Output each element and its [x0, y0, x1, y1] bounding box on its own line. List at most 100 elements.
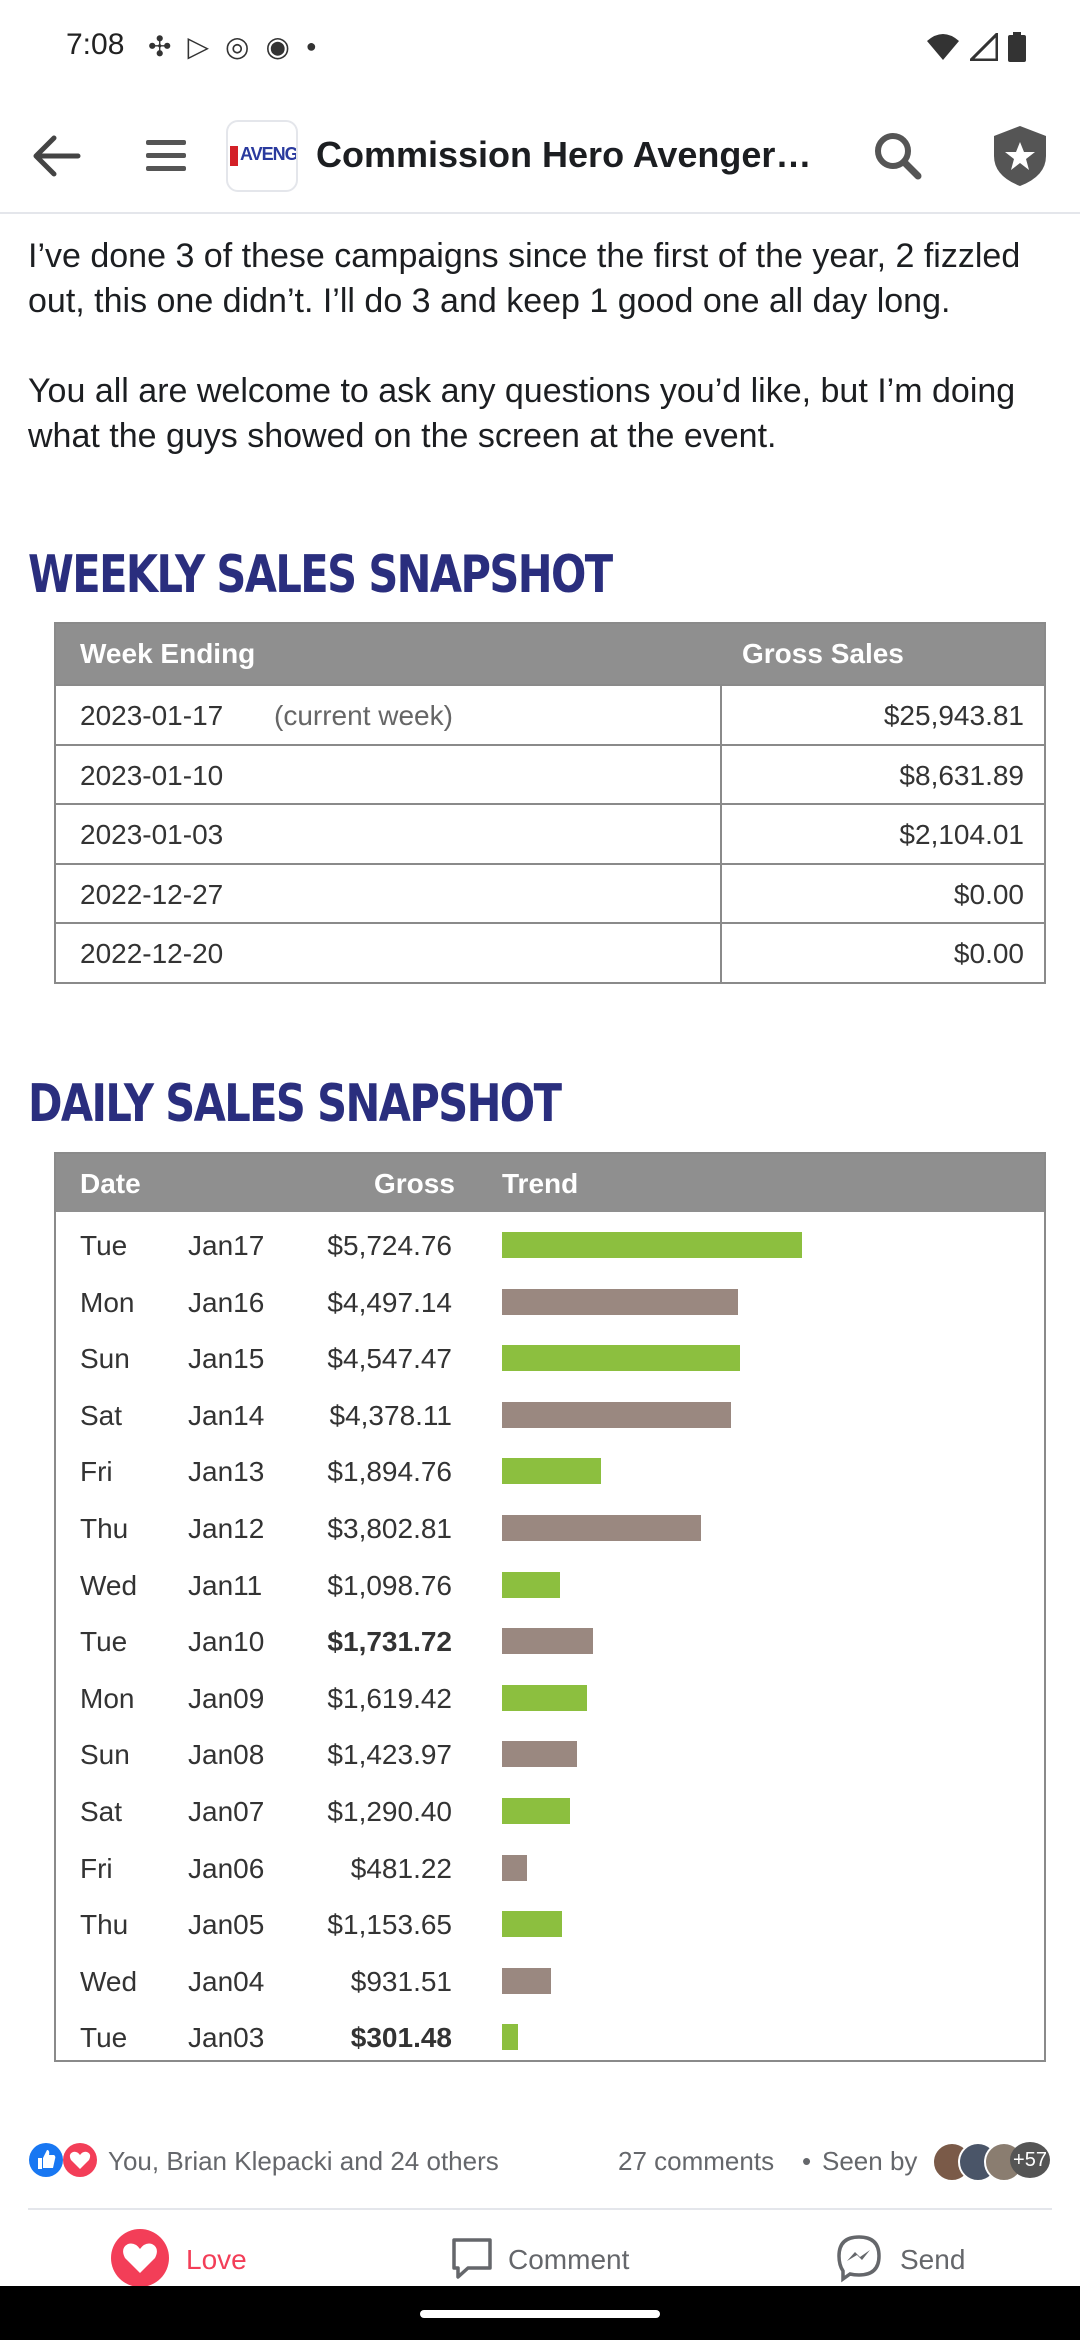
weekly-table-row: 2023-01-03 $2,104.01: [56, 803, 1044, 863]
day-date: Jan08: [188, 1739, 265, 1771]
week-note: (current week): [274, 700, 453, 731]
weekly-table-row: 2023-01-17 (current week) $25,943.81: [56, 684, 1044, 744]
week-gross-sales: $0.00: [953, 938, 1024, 969]
status-time: 7:08: [66, 28, 125, 61]
daily-table-row: Sun Jan08 $1,423.97: [56, 1727, 1044, 1783]
home-gesture-handle[interactable]: [420, 2310, 660, 2318]
trend-bar: [502, 1911, 563, 1938]
day-gross: $301.48: [350, 2022, 452, 2054]
day-date: Jan13: [188, 1456, 265, 1488]
weekly-sales-table: Week Ending Gross Sales 2023-01-17 (curre…: [54, 622, 1046, 984]
reaction-names[interactable]: You, Brian Klepacki and 24 others: [108, 2146, 499, 2176]
daily-table-row: Mon Jan09 $1,619.42: [56, 1671, 1044, 1727]
day-gross: $1,098.76: [327, 1569, 452, 1601]
day-of-week: Fri: [80, 1456, 113, 1488]
trend-bar: [502, 1288, 738, 1315]
trend-bar: [502, 1854, 528, 1881]
post-paragraph: I’ve done 3 of these campaigns since the…: [28, 237, 1021, 320]
week-gross-sales: $8,631.89: [899, 759, 1024, 791]
trend-bar: [502, 1515, 702, 1541]
column-divider: [720, 864, 722, 923]
system-status-icons: [926, 32, 1026, 62]
day-of-week: Tue: [80, 1230, 128, 1261]
column-divider: [720, 686, 722, 744]
day-gross: $3,802.81: [327, 1513, 452, 1544]
trend-bar: [502, 2024, 518, 2051]
daily-table-row: Tue Jan17 $5,724.76: [56, 1218, 1044, 1274]
day-of-week: Tue: [80, 2022, 128, 2054]
day-of-week: Wed: [80, 1569, 138, 1601]
daily-table-row: Mon Jan16 $4,497.14: [56, 1275, 1044, 1331]
daily-table-row: Thu Jan05 $1,153.65: [56, 1897, 1044, 1953]
trend-bar: [502, 1458, 602, 1485]
day-date: Jan04: [188, 1965, 265, 1997]
seen-by-label[interactable]: Seen by: [822, 2146, 918, 2176]
day-of-week: Fri: [80, 1852, 113, 1884]
send-button[interactable]: Send: [834, 2230, 1034, 2286]
day-date: Jan11: [188, 1569, 263, 1601]
love-button[interactable]: Love: [110, 2229, 350, 2287]
love-icon: [111, 2229, 169, 2287]
messenger-icon: ◉: [265, 31, 290, 62]
week-date: 2023-01-03: [80, 819, 224, 850]
group-header: AVENG Commission Hero Avengers…: [0, 100, 1080, 214]
dot-icon: ●: [305, 36, 317, 56]
daily-table-row: Fri Jan13 $1,894.76: [56, 1444, 1044, 1500]
day-gross: $481.22: [350, 1852, 452, 1884]
day-date: Jan06: [188, 1852, 265, 1884]
day-of-week: Mon: [80, 1682, 135, 1714]
seen-by-avatars[interactable]: +57: [932, 2140, 1058, 2182]
day-gross: $931.51: [350, 1965, 452, 1997]
weekly-table-row: 2022-12-27 $0.00: [56, 862, 1044, 923]
day-date: Jan15: [188, 1343, 265, 1375]
system-navigation-bar: [0, 2286, 1080, 2340]
day-of-week: Sun: [80, 1343, 130, 1375]
day-date: Jan12: [188, 1513, 265, 1544]
comments-count[interactable]: 27 comments: [618, 2146, 775, 2176]
slack-icon: ✣: [148, 31, 172, 62]
daily-table-row: Wed Jan11 $1,098.76: [56, 1558, 1044, 1614]
comment-label: Comment: [508, 2244, 630, 2275]
messenger-send-icon: [837, 2235, 881, 2283]
notification-icons: ✣ ▷ ◎ ◉ ●: [148, 30, 317, 63]
media-icon: ▷: [187, 31, 210, 62]
love-label: Love: [186, 2244, 247, 2275]
trend-bar: [502, 1798, 570, 1824]
day-of-week: Sat: [80, 1399, 123, 1431]
day-date: Jan07: [188, 1796, 265, 1827]
day-gross: $4,547.47: [327, 1343, 452, 1375]
group-avatar[interactable]: AVENG: [226, 120, 298, 192]
reactions-summary[interactable]: You, Brian Klepacki and 24 others 27 com…: [0, 2130, 1080, 2190]
column-divider: [720, 745, 722, 804]
day-date: Jan17: [188, 1230, 265, 1261]
day-gross: $5,724.76: [327, 1230, 452, 1261]
day-date: Jan09: [188, 1682, 265, 1714]
status-bar: 7:08 ✣ ▷ ◎ ◉ ●: [0, 0, 1080, 100]
battery-icon: [1008, 32, 1026, 62]
daily-table-row: Sat Jan14 $4,378.11: [56, 1388, 1044, 1444]
hamburger-menu-icon[interactable]: [142, 132, 190, 180]
trend-bar: [502, 1401, 732, 1428]
like-reaction-icon: [29, 2143, 63, 2177]
admin-badge-icon[interactable]: [990, 124, 1050, 188]
avengers-logo-icon: [230, 146, 238, 166]
search-icon[interactable]: [868, 126, 928, 186]
group-title[interactable]: Commission Hero Avengers…: [316, 134, 826, 175]
post-paragraph: You all are welcome to ask any questions…: [28, 372, 1016, 455]
column-divider: [720, 805, 722, 863]
daily-table-row: Sat Jan07 $1,290.40: [56, 1784, 1044, 1840]
comment-button[interactable]: Comment: [448, 2230, 688, 2286]
day-gross: $4,378.11: [329, 1399, 453, 1431]
day-gross: $1,731.72: [327, 1626, 452, 1658]
daily-table-row: Wed Jan04 $931.51: [56, 1954, 1044, 2010]
day-of-week: Tue: [80, 1626, 128, 1658]
week-date: 2023-01-17: [80, 700, 224, 731]
seen-count-badge: +57: [1010, 2142, 1050, 2178]
divider: [28, 2208, 1052, 2210]
week-date: 2022-12-20: [80, 938, 224, 969]
daily-sales-chart: Date Gross Trend Tue Jan17 $5,724.76 Mon Jan…: [54, 1152, 1046, 2062]
back-arrow-icon[interactable]: [28, 128, 84, 184]
instagram-icon: ◎: [225, 31, 250, 62]
trend-bar: [502, 1628, 593, 1655]
day-date: Jan05: [188, 1909, 265, 1941]
